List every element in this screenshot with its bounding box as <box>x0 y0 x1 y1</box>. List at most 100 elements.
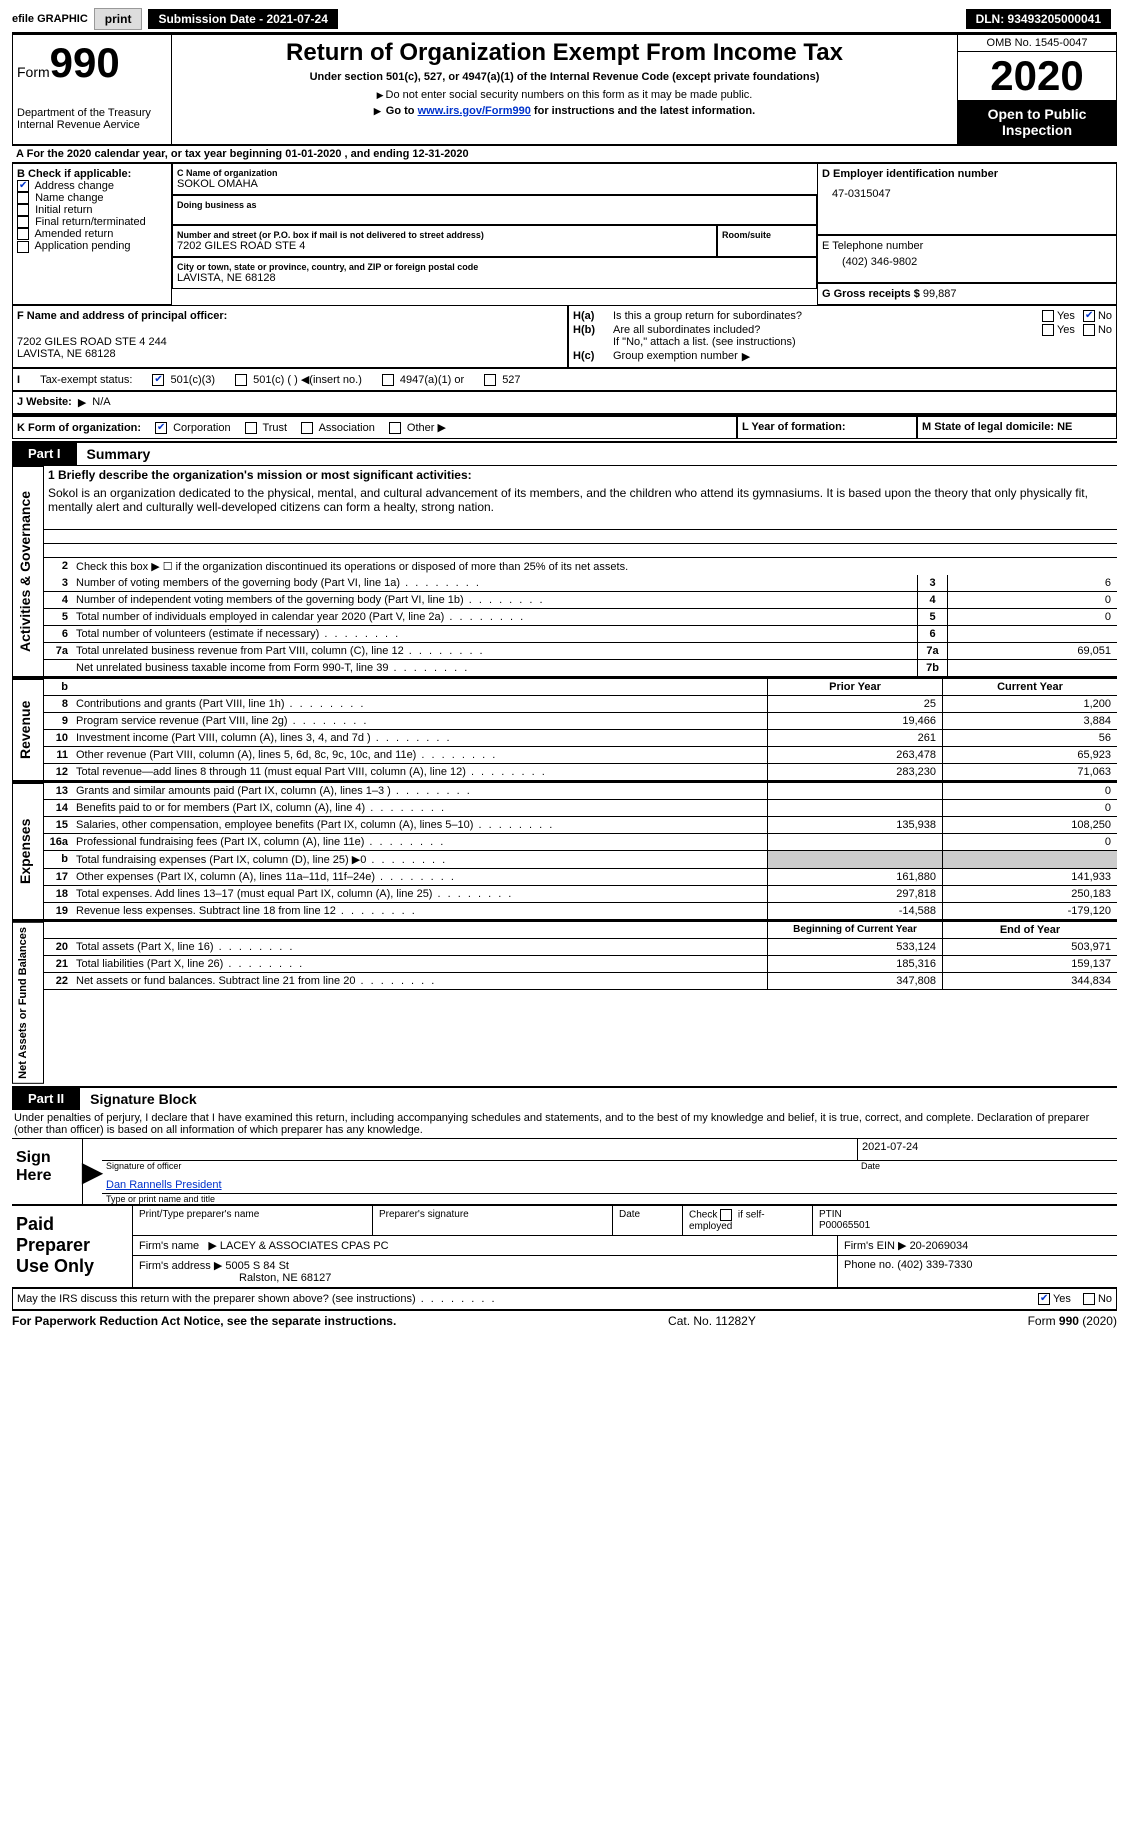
row-text: Benefits paid to or for members (Part IX… <box>72 800 767 816</box>
preparer-block: Paid Preparer Use Only Print/Type prepar… <box>12 1205 1117 1287</box>
i-opt1: 501(c)(3) <box>170 374 215 386</box>
prior-value <box>767 800 942 816</box>
prior-value <box>767 783 942 799</box>
prep-h4: Check if self-employed <box>682 1206 812 1235</box>
current-value: 0 <box>942 783 1117 799</box>
section-h: H(a) Is this a group return for subordin… <box>568 305 1117 368</box>
phone-label: E Telephone number <box>822 240 1112 252</box>
firm-phone: (402) 339-7330 <box>897 1259 972 1271</box>
b-checkbox[interactable] <box>17 216 29 228</box>
ein-label: D Employer identification number <box>822 168 1112 180</box>
row-value: 0 <box>947 609 1117 625</box>
b-checkbox[interactable] <box>17 228 29 240</box>
footer-form-no: 990 <box>1059 1314 1079 1328</box>
dba-label: Doing business as <box>177 200 812 210</box>
officer-name-link[interactable]: Dan Rannells President <box>106 1179 222 1191</box>
current-value: 3,884 <box>942 713 1117 729</box>
row-value: 69,051 <box>947 643 1117 659</box>
k-corp-checkbox[interactable] <box>155 422 167 434</box>
row-num: 21 <box>44 956 72 972</box>
row-text: Contributions and grants (Part VIII, lin… <box>72 696 767 712</box>
prior-value: 297,818 <box>767 886 942 902</box>
b-option-label: Initial return <box>35 204 92 216</box>
footer: For Paperwork Reduction Act Notice, see … <box>12 1310 1117 1328</box>
gov-row: 5Total number of individuals employed in… <box>44 609 1117 626</box>
row-num: 22 <box>44 973 72 989</box>
sign-date: 2021-07-24 <box>857 1139 1117 1161</box>
ptin-value: P00065501 <box>819 1220 1111 1231</box>
i-label: Tax-exempt status: <box>40 374 132 386</box>
l-label: L Year of formation: <box>742 421 846 433</box>
current-year-header: Current Year <box>942 679 1117 695</box>
firm-addr1: 5005 S 84 St <box>225 1260 289 1272</box>
row-num: 17 <box>44 869 72 885</box>
discuss-no-checkbox[interactable] <box>1083 1293 1095 1305</box>
row-text: Investment income (Part VIII, column (A)… <box>72 730 767 746</box>
prior-value <box>767 834 942 850</box>
officer-name: Dan Rannells President <box>102 1177 1117 1194</box>
row-num: 10 <box>44 730 72 746</box>
k-other-checkbox[interactable] <box>389 422 401 434</box>
self-employed-checkbox[interactable] <box>720 1209 732 1221</box>
prior-value: 347,808 <box>767 973 942 989</box>
i-527-checkbox[interactable] <box>484 374 496 386</box>
i-4947-checkbox[interactable] <box>382 374 394 386</box>
section-b: B Check if applicable: Address change Na… <box>12 163 172 305</box>
current-value: 503,971 <box>942 939 1117 955</box>
current-value: 250,183 <box>942 886 1117 902</box>
section-fh: F Name and address of principal officer:… <box>12 305 1117 368</box>
officer-signature[interactable] <box>102 1139 857 1161</box>
row-text: Total unrelated business revenue from Pa… <box>72 643 917 659</box>
k-assoc-checkbox[interactable] <box>301 422 313 434</box>
ha-no-checkbox[interactable] <box>1083 310 1095 322</box>
room-label: Room/suite <box>722 230 812 240</box>
blank-line <box>44 516 1117 530</box>
hb-yes-checkbox[interactable] <box>1042 324 1054 336</box>
k-trust-checkbox[interactable] <box>245 422 257 434</box>
eoy-header: End of Year <box>942 922 1117 938</box>
officer-addr2: LAVISTA, NE 68128 <box>17 348 563 360</box>
row-box: 7b <box>917 660 947 676</box>
b-option: Amended return <box>17 228 167 240</box>
footer-mid: Cat. No. 11282Y <box>668 1314 756 1328</box>
ha-yes-checkbox[interactable] <box>1042 310 1054 322</box>
mission-q: 1 Briefly describe the organization's mi… <box>44 466 1117 484</box>
b-checkbox[interactable] <box>17 180 29 192</box>
b-checkbox[interactable] <box>17 241 29 253</box>
b-option-label: Name change <box>35 192 104 204</box>
discuss-text: May the IRS discuss this return with the… <box>17 1293 497 1305</box>
discuss-yes: Yes <box>1053 1293 1071 1305</box>
i-501c-checkbox[interactable] <box>235 374 247 386</box>
gov-row: 6Total number of volunteers (estimate if… <box>44 626 1117 643</box>
current-value: 0 <box>942 800 1117 816</box>
discuss-no: No <box>1098 1293 1112 1305</box>
b-checkbox[interactable] <box>17 192 29 204</box>
i-501c3-checkbox[interactable] <box>152 374 164 386</box>
firm-ein: 20-2069034 <box>910 1240 969 1252</box>
b-checkbox[interactable] <box>17 204 29 216</box>
form-note2: Go to www.irs.gov/Form990 for instructio… <box>180 105 949 117</box>
city-label: City or town, state or province, country… <box>177 262 812 272</box>
section-i: I Tax-exempt status: 501(c)(3) 501(c) ( … <box>12 368 1117 391</box>
blank-line <box>44 530 1117 544</box>
b-option-label: Final return/terminated <box>35 216 146 228</box>
row-num: 16a <box>44 834 72 850</box>
part1-tab: Part I <box>12 443 77 465</box>
row-num: 20 <box>44 939 72 955</box>
prior-value: 161,880 <box>767 869 942 885</box>
print-button[interactable]: print <box>94 8 143 30</box>
b-option-label: Address change <box>34 180 114 192</box>
current-value: 65,923 <box>942 747 1117 763</box>
data-row: 20Total assets (Part X, line 16)533,1245… <box>44 939 1117 956</box>
officer-addr1: 7202 GILES ROAD STE 4 244 <box>17 336 563 348</box>
row-text: Number of voting members of the governin… <box>72 575 917 591</box>
k-other: Other <box>407 422 435 434</box>
discuss-yes-checkbox[interactable] <box>1038 1293 1050 1305</box>
hb-no-checkbox[interactable] <box>1083 324 1095 336</box>
form-note1: Do not enter social security numbers on … <box>180 89 949 101</box>
row-text: Revenue less expenses. Subtract line 18 … <box>72 903 767 919</box>
prior-year-header: Prior Year <box>767 679 942 695</box>
form990-link[interactable]: www.irs.gov/Form990 <box>418 105 531 117</box>
current-value: 344,834 <box>942 973 1117 989</box>
prior-value: 19,466 <box>767 713 942 729</box>
